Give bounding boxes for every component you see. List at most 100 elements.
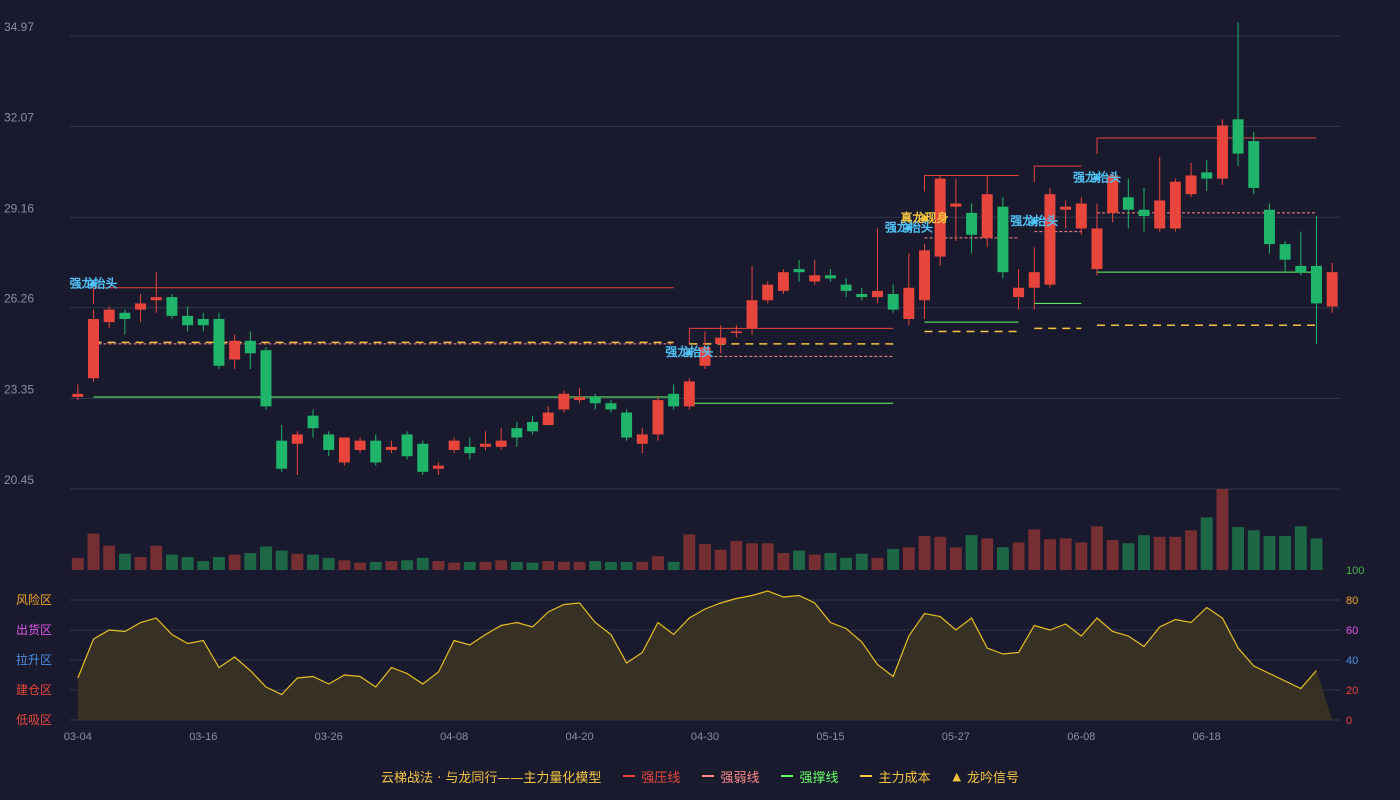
candle-body	[793, 269, 805, 273]
volume-bar	[1200, 517, 1213, 570]
candle-body	[746, 300, 758, 329]
triangle-icon: ▲	[952, 769, 961, 783]
volume-bar	[1294, 526, 1307, 570]
cost-line-swatch	[860, 775, 873, 777]
candle-body	[480, 443, 491, 447]
volume-bar	[510, 561, 523, 570]
signal-triangle	[89, 279, 98, 287]
candle-body	[323, 434, 335, 451]
zone-label: 低吸区	[16, 713, 52, 727]
candle-body	[1075, 203, 1087, 229]
candle-body	[1013, 287, 1025, 298]
legend-item-signal[interactable]: ▲ 龙吟信号	[952, 767, 1018, 786]
candle-body	[213, 318, 225, 366]
volume-bar	[369, 561, 382, 570]
candle-body	[1263, 209, 1275, 245]
volume-bar	[165, 554, 178, 570]
candle-body	[135, 303, 147, 310]
legend-item-weak[interactable]: 强弱线	[702, 767, 759, 786]
volume-bar	[150, 545, 163, 570]
volume-bar	[887, 548, 900, 570]
volume-bar	[307, 554, 319, 570]
candle-body	[824, 275, 836, 279]
volume-bar	[212, 557, 225, 570]
candle-body	[1216, 125, 1228, 179]
candle-body	[260, 350, 272, 407]
volume-bar	[181, 557, 194, 570]
volume-bar	[385, 561, 398, 570]
candle-body	[997, 206, 1009, 273]
chart-canvas: 34.97 32.07 29.16 26.26 23.35 20.45 100 80 60 40 2…	[4, 20, 1364, 743]
volume-bar	[902, 547, 915, 570]
volume-bar	[134, 557, 147, 570]
osc-tick-label: 60	[1346, 625, 1358, 637]
legend-label: 强撑线	[799, 770, 839, 786]
candle-body	[432, 465, 444, 469]
volume-bar	[1263, 535, 1276, 570]
volume-bar	[1059, 538, 1072, 570]
volume-bar	[871, 557, 884, 570]
candle-body	[354, 440, 366, 451]
osc-area	[77, 591, 1333, 720]
volume-bar	[542, 561, 555, 570]
volume-bar	[1028, 529, 1041, 570]
candle-body	[276, 440, 288, 469]
candle-body	[150, 297, 162, 301]
price-tick-label: 23.35	[4, 383, 34, 397]
volume-bar	[981, 538, 994, 570]
volume-bar	[730, 540, 743, 570]
legend-label: 强弱线	[720, 770, 760, 786]
volume-bar	[1247, 530, 1260, 570]
x-tick-label: 06-18	[1193, 731, 1221, 743]
candle-body	[527, 421, 539, 432]
volume-bar	[103, 545, 116, 570]
candle-body	[182, 315, 194, 326]
candle-body	[448, 440, 460, 451]
candle-body	[88, 318, 100, 379]
legend-label: 龙吟信号	[966, 770, 1019, 786]
volume-bar	[949, 547, 962, 570]
candle-body	[981, 194, 993, 238]
x-tick-label: 03-26	[315, 731, 343, 743]
volume-bar	[463, 561, 476, 570]
signal-triangle	[1030, 217, 1039, 225]
price-tick-label: 26.26	[4, 292, 34, 306]
volume-bar	[573, 561, 586, 570]
zone-label: 出货区	[16, 622, 52, 637]
x-tick-label: 04-08	[440, 731, 468, 743]
candle-body	[950, 203, 962, 207]
candle-body	[1248, 141, 1260, 188]
price-tick-label: 20.45	[4, 473, 34, 487]
candle-body	[542, 412, 554, 426]
candle-body	[464, 446, 476, 454]
volume-bar	[761, 543, 774, 570]
x-tick-label: 03-16	[189, 731, 217, 743]
legend-item-cost[interactable]: 主力成本	[860, 767, 930, 786]
candle-body	[558, 393, 570, 410]
legend-item-support[interactable]: 强撑线	[781, 767, 838, 786]
volume-bar	[244, 552, 257, 570]
candle-body	[574, 396, 586, 401]
volume-bar	[808, 554, 821, 570]
volume-bar	[1012, 542, 1025, 570]
price-tick-label: 34.97	[4, 20, 34, 34]
candle-body	[636, 434, 648, 444]
candle-body	[1154, 200, 1166, 229]
candle-body	[197, 318, 209, 326]
x-tick-label: 05-15	[816, 731, 844, 743]
osc-tick-label: 20	[1346, 685, 1358, 697]
candle-body	[119, 312, 131, 319]
volume-bar	[604, 561, 617, 570]
volume-bar	[652, 556, 664, 570]
zone-label: 风险区	[16, 592, 52, 607]
candle-body	[370, 440, 382, 463]
osc-tick-label: 80	[1346, 595, 1358, 607]
candle-body	[338, 437, 350, 463]
legend-item-press[interactable]: 强压线	[623, 767, 680, 786]
press-line-swatch	[623, 775, 636, 777]
volume-bar	[71, 557, 84, 570]
candle-body	[229, 340, 241, 360]
volume-bar	[667, 561, 680, 570]
signal-triangle	[920, 214, 929, 222]
volume-bar	[793, 550, 806, 570]
